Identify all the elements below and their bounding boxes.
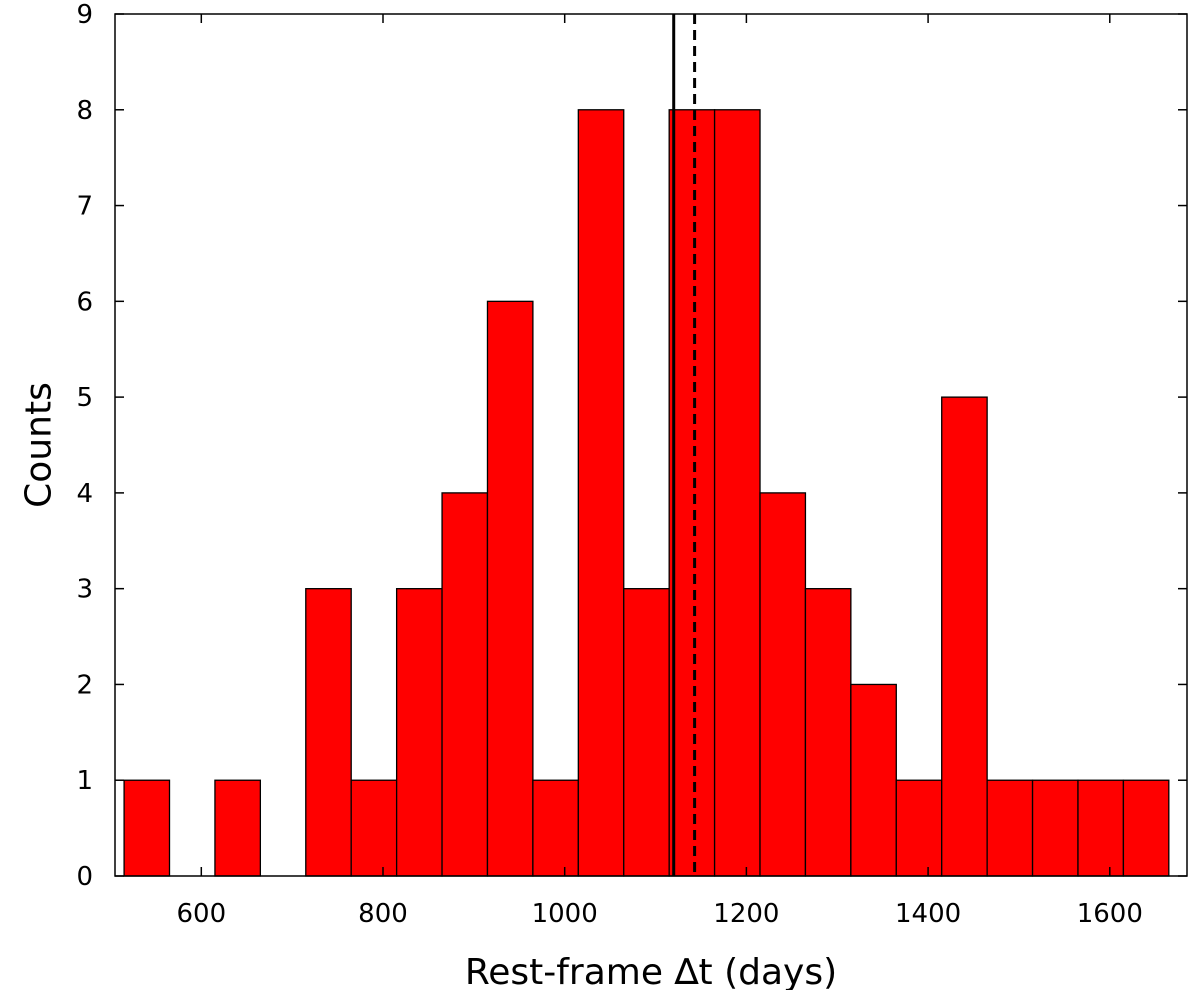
histogram-bar bbox=[305, 588, 352, 877]
histogram-bar bbox=[395, 588, 443, 877]
histogram-bar bbox=[577, 109, 625, 877]
histogram-bar bbox=[850, 683, 897, 877]
y-tick-label: 9 bbox=[76, 0, 93, 30]
histogram-bar bbox=[623, 588, 670, 877]
reference-lines-layer bbox=[672, 14, 697, 876]
y-tick-label: 6 bbox=[76, 287, 93, 317]
histogram-bar bbox=[214, 779, 262, 877]
y-tick-label: 3 bbox=[76, 575, 93, 605]
x-tick-label: 600 bbox=[176, 899, 226, 929]
y-tick-label: 2 bbox=[76, 670, 93, 700]
bars-layer bbox=[123, 109, 1170, 877]
y-tick-label: 0 bbox=[76, 862, 93, 892]
x-tick-label: 800 bbox=[358, 899, 408, 929]
x-tick-label: 1400 bbox=[895, 899, 961, 929]
histogram-bar bbox=[1077, 779, 1125, 877]
y-tick-label: 1 bbox=[76, 766, 93, 796]
x-tick-label: 1600 bbox=[1077, 899, 1143, 929]
y-axis-label: Counts bbox=[19, 382, 60, 508]
x-tick-label: 1200 bbox=[713, 899, 779, 929]
histogram-bar bbox=[713, 109, 761, 877]
histogram-bar bbox=[668, 109, 716, 877]
histogram-bar bbox=[759, 492, 807, 877]
histogram-bar bbox=[123, 779, 171, 877]
histogram-bar bbox=[441, 492, 489, 877]
histogram-bar bbox=[486, 300, 534, 877]
histogram-bar bbox=[1031, 779, 1079, 877]
histogram-bar bbox=[941, 396, 988, 877]
histogram-bar bbox=[1122, 779, 1170, 877]
ticks-layer: 600 800 1000 1200 1400 1600 0 1 2 3 4 5 6 7 8 9 bbox=[76, 0, 1187, 929]
y-tick-label: 8 bbox=[76, 96, 93, 126]
histogram-bar bbox=[350, 779, 398, 877]
histogram-bar bbox=[895, 779, 943, 877]
y-tick-label: 4 bbox=[76, 479, 93, 509]
histogram-bar bbox=[986, 779, 1034, 877]
x-tick-label: 1000 bbox=[532, 899, 598, 929]
y-tick-label: 5 bbox=[76, 383, 93, 413]
histogram-bar bbox=[804, 588, 852, 877]
plot-frame bbox=[114, 13, 1188, 877]
x-axis-label: Rest-frame ∆t (days) bbox=[465, 952, 837, 990]
y-tick-label: 7 bbox=[76, 192, 93, 222]
histogram-bar bbox=[532, 779, 579, 877]
